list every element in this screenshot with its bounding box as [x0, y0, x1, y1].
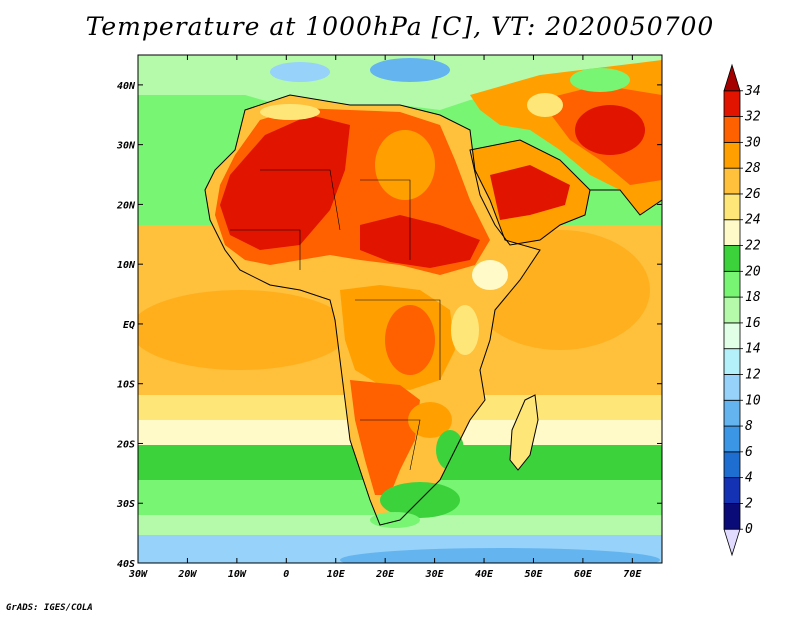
asia-hot-core: [575, 105, 645, 155]
temperature-field: [138, 55, 662, 563]
cold-patch-europe-2: [270, 62, 330, 82]
colorbar-swatch: [723, 90, 741, 117]
colorbar-swatch: [723, 503, 741, 530]
colorbar-label: 0: [745, 522, 753, 537]
colorbar-label: 16: [745, 316, 761, 331]
colorbar-label: 6: [745, 445, 753, 460]
map-frame: [137, 54, 663, 564]
lon-tick-label: 50E: [524, 569, 543, 580]
colorbar-swatch: [723, 348, 741, 375]
lat-tick-label: 10N: [117, 260, 136, 271]
atlantic-warm-patch: [138, 290, 350, 370]
zambia-warm: [408, 402, 452, 438]
colorbar-label: 4: [745, 471, 753, 486]
colorbar-label: 2: [745, 496, 753, 511]
colorbar-swatch: [723, 116, 741, 143]
border-3: [355, 299, 441, 380]
ocean-cold-patch: [340, 548, 660, 563]
lon-tick-label: 20E: [375, 569, 395, 580]
colorbar-label: 8: [745, 419, 753, 434]
lat-tick-label: 40N: [117, 81, 136, 92]
congo-hot: [385, 305, 435, 375]
arabia-coastline: [469, 139, 591, 246]
lon-tick-label: 20W: [177, 569, 197, 580]
colorbar-swatch: [723, 219, 741, 246]
colorbar-swatch: [723, 296, 741, 324]
ethiopia-cool: [472, 260, 508, 290]
colorbar-label: 30: [744, 135, 761, 150]
colorbar-swatch: [723, 193, 741, 221]
border-5: [230, 229, 301, 270]
colorbar-label: 32: [744, 110, 761, 125]
colorbar-label: 26: [745, 187, 761, 202]
madagascar: [510, 395, 538, 470]
arabia-hot: [490, 165, 570, 220]
lon-tick-label: 10W: [228, 569, 247, 580]
lat-tick-label: EQ: [123, 320, 135, 331]
grads-credit: GrADS: IGES/COLA: [6, 603, 93, 613]
lon-tick-label: 40E: [475, 569, 494, 580]
colorbar-label: 28: [745, 161, 761, 176]
sahara-core-west: [220, 115, 350, 250]
colorbar-swatch: [723, 270, 741, 298]
lat-tick-label: 30S: [116, 499, 135, 510]
latitude-axis: 40N 30N 20N 10N EQ 10S 20S 30S 40S: [116, 81, 662, 570]
colorbar-label: 12: [745, 367, 761, 382]
lat-tick-label: 20S: [116, 439, 135, 450]
colorbar-swatch: [723, 141, 741, 169]
lat-tick-label: 10S: [117, 380, 135, 391]
lon-tick-label: 10E: [327, 569, 346, 580]
colorbar-swatch-max: [723, 63, 741, 92]
atlas-cool: [260, 104, 320, 120]
lon-tick-label: 70E: [623, 569, 642, 580]
border-1: [260, 169, 341, 231]
colorbar-swatch: [723, 451, 741, 479]
colorbar-swatch-min: [723, 528, 741, 557]
colorbar-label: 10: [745, 393, 761, 408]
iran-cool: [527, 93, 563, 117]
lat-tick-label: 20N: [116, 200, 136, 211]
cold-patch-europe: [370, 58, 450, 82]
colorbar-label: 20: [745, 264, 761, 279]
mozambique-cool: [436, 430, 464, 470]
colorbar-label: 18: [745, 290, 761, 305]
asia-cool: [570, 68, 630, 92]
africa-coastline: [204, 94, 541, 526]
lon-tick-label: 0: [283, 569, 289, 580]
lon-tick-label: 60E: [574, 569, 593, 580]
colorbar-label: 22: [745, 239, 761, 254]
longitude-axis: 30W 20W 10W 0 10E 20E 30E 40E 50E 60E 70E: [128, 55, 642, 580]
lat-tick-label: 40S: [117, 559, 135, 570]
colorbar-swatch: [723, 425, 741, 453]
east-africa-cool: [451, 305, 479, 355]
asia-coastline: [590, 189, 662, 216]
sahel-core-east: [360, 215, 480, 268]
colorbar-label: 14: [745, 342, 761, 357]
colorbar-swatch: [723, 167, 741, 195]
lon-tick-label: 30W: [128, 569, 148, 580]
colorbar-swatch: [723, 477, 741, 504]
border-2: [360, 179, 411, 260]
coastlines: [204, 94, 662, 526]
colorbar-swatch: [723, 322, 741, 350]
sahara-cooler-east: [375, 130, 435, 200]
colorbar-swatch: [723, 374, 741, 401]
colorbar-label: 34: [744, 84, 761, 99]
lon-tick-label: 30E: [425, 569, 445, 580]
colorbar-swatch: [723, 399, 741, 427]
colorbar-swatch: [723, 245, 741, 272]
southern-africa-hot: [350, 380, 420, 495]
border-4: [360, 419, 421, 471]
colorbar-label: 24: [745, 213, 761, 228]
lat-tick-label: 30N: [116, 141, 136, 152]
madagascar-coastline: [509, 394, 539, 471]
chart-title: Temperature at 1000hPa [C], VT: 20200507…: [85, 12, 715, 41]
